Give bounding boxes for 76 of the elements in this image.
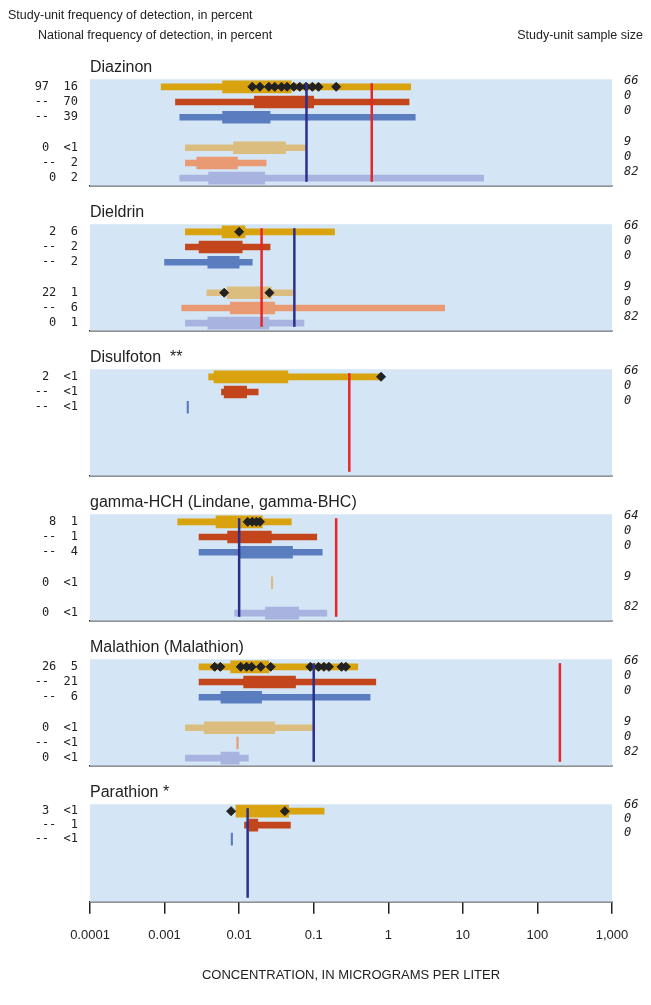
- y2-tick-label: 9: [624, 278, 632, 293]
- x-tick-label: 0.1: [304, 927, 323, 943]
- y-tick-label: 97 16: [34, 78, 78, 93]
- y-tick-label: 0 <1: [41, 719, 78, 734]
- x-tick-label: 1,000: [595, 927, 629, 943]
- y2-tick-label: 0: [624, 88, 632, 103]
- y-tick-label: -- <1: [34, 384, 78, 399]
- y2-tick-label: 66: [624, 362, 639, 377]
- y-tick-label: -- 39: [34, 109, 78, 124]
- x-tick-label: 10: [455, 927, 471, 943]
- y2-tick-label: 82: [624, 309, 639, 324]
- y2-tick-label: 0: [624, 825, 632, 840]
- y-tick-label: -- 2: [41, 254, 78, 269]
- y2-tick-label: 64: [624, 507, 639, 522]
- y2-tick-label: 66: [624, 72, 639, 87]
- y2-tick-label: 82: [624, 599, 639, 614]
- y-tick-label: 0 1: [49, 315, 78, 330]
- y-tick-label: -- 1: [41, 817, 78, 832]
- text: Study-unit sample size: [517, 28, 643, 42]
- y-tick-label: -- 21: [34, 674, 78, 689]
- y2-tick-label: 9: [624, 713, 632, 728]
- y-tick-label: 3 <1: [41, 803, 78, 818]
- y2-tick-label: 82: [624, 164, 639, 179]
- y-tick-label: 26 5: [41, 658, 78, 673]
- y2-tick-label: 0: [624, 378, 632, 393]
- y2-tick-label: 0: [624, 393, 632, 408]
- chart-title: Disulfoton **: [90, 348, 183, 366]
- y2-tick-label: 0: [624, 523, 632, 538]
- chart-title: Diazinon: [90, 58, 153, 76]
- y2-tick-label: 0: [624, 538, 632, 553]
- y-tick-label: -- <1: [34, 399, 78, 414]
- y2-tick-label: 66: [624, 652, 639, 667]
- y-tick-label: 2 6: [49, 223, 78, 238]
- y-tick-label: -- 2: [41, 155, 78, 170]
- chart-title: Parathion *: [90, 783, 170, 801]
- y2-tick-label: 9: [624, 133, 632, 148]
- y2-tick-label: 66: [624, 797, 639, 812]
- y-tick-label: -- 1: [41, 529, 78, 544]
- y-tick-label: 0 <1: [41, 605, 78, 620]
- y2-tick-label: 0: [624, 668, 632, 683]
- y2-tick-label: 66: [624, 217, 639, 232]
- text: National frequency of detection, in percent: [38, 28, 273, 42]
- y2-tick-label: 82: [624, 744, 639, 759]
- y-tick-label: -- 6: [41, 689, 78, 704]
- chart-title: Dieldrin: [90, 203, 145, 221]
- x-axis-title: CONCENTRATION, IN MICROGRAMS PER LITER: [201, 966, 501, 982]
- y-tick-label: 0 2: [49, 170, 78, 185]
- y2-tick-label: 0: [624, 683, 632, 698]
- y-tick-label: 0 <1: [41, 574, 78, 589]
- x-tick-label: 0.001: [148, 927, 181, 943]
- y-tick-label: 22 1: [41, 284, 78, 299]
- chart-title: gamma-HCH (Lindane, gamma-BHC): [90, 493, 357, 511]
- y2-tick-label: 0: [624, 294, 632, 309]
- y2-tick-label: 0: [624, 248, 632, 263]
- chart-title: Malathion (Malathion): [90, 638, 244, 656]
- y2-tick-label: 0: [624, 729, 632, 744]
- y-tick-label: -- 4: [41, 544, 78, 559]
- y-tick-label: -- 6: [41, 300, 78, 315]
- y2-tick-label: 9: [624, 568, 632, 583]
- y-tick-label: 0 <1: [41, 139, 78, 154]
- y-tick-label: 8 1: [49, 513, 78, 528]
- y2-tick-label: 0: [624, 149, 632, 164]
- y-tick-label: -- 2: [41, 239, 78, 254]
- x-tick-label: 0.01: [226, 927, 252, 943]
- x-tick-label: 1: [384, 927, 392, 943]
- x-tick-label: 0.0001: [70, 927, 110, 943]
- y-tick-label: -- <1: [34, 831, 78, 846]
- y-tick-label: 2 <1: [41, 368, 78, 383]
- y2-tick-label: 0: [624, 811, 632, 826]
- y-tick-label: 0 <1: [41, 750, 78, 765]
- text: Study-unit frequency of detection, in percent: [8, 8, 253, 22]
- y2-tick-label: 0: [624, 233, 632, 248]
- y2-tick-label: 0: [624, 103, 632, 118]
- x-tick-label: 100: [526, 927, 549, 943]
- y-tick-label: -- 70: [34, 94, 78, 109]
- y-tick-label: -- <1: [34, 735, 78, 750]
